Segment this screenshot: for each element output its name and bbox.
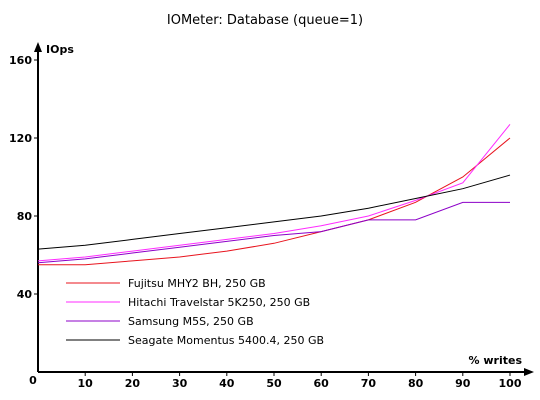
y-tick-label: 80: [17, 210, 33, 223]
series-line-3: [37, 174, 511, 250]
x-tick-label: 80: [408, 377, 424, 390]
chart-title: IOMeter: Database (queue=1): [167, 13, 363, 28]
axes: [34, 42, 534, 376]
legend-label: Hitachi Travelstar 5K250, 250 GB: [128, 296, 310, 309]
y-ticks: 40 80 120 160: [9, 54, 38, 301]
x-ticks: 10 20 30 40 50 60 70 80 90 100: [78, 372, 522, 390]
origin-label: 0: [29, 374, 37, 387]
legend-label: Fujitsu MHY2 BH, 250 GB: [128, 277, 266, 290]
series-line-0: [38, 137, 511, 266]
y-axis-arrow: [34, 42, 42, 52]
legend-label: Samsung M5S, 250 GB: [128, 315, 254, 328]
series-line-1: [37, 124, 511, 262]
y-tick-label: 40: [17, 288, 33, 301]
x-tick-label: 50: [266, 377, 282, 390]
series-line-2: [37, 201, 510, 264]
x-tick-label: 70: [361, 377, 377, 390]
x-tick-label: 60: [314, 377, 330, 390]
y-tick-label: 120: [9, 132, 32, 145]
x-tick-label: 90: [455, 377, 471, 390]
x-axis-label: % writes: [469, 354, 523, 367]
x-axis-arrow: [524, 368, 534, 376]
x-tick-label: 100: [499, 377, 522, 390]
series-lines: [37, 124, 511, 266]
x-tick-label: 10: [78, 377, 94, 390]
y-axis-label: IOps: [46, 43, 74, 56]
y-tick-label: 160: [9, 54, 32, 67]
legend: Fujitsu MHY2 BH, 250 GB Hitachi Travelsta…: [66, 277, 324, 347]
x-tick-label: 30: [172, 377, 188, 390]
legend-label: Seagate Momentus 5400.4, 250 GB: [128, 334, 324, 347]
x-tick-label: 20: [125, 377, 141, 390]
x-tick-label: 40: [219, 377, 235, 390]
